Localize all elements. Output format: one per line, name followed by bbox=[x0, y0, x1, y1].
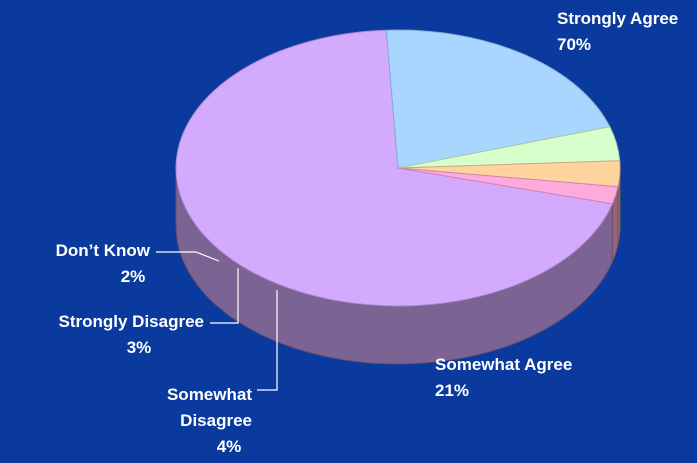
leader-lines bbox=[156, 251, 278, 391]
value-label-somewhat-agree: 21% bbox=[435, 381, 469, 400]
leader-line-strongly-disagree bbox=[210, 268, 239, 324]
pie-tops bbox=[175, 29, 621, 307]
value-label-strongly-disagree: 3% bbox=[127, 338, 152, 357]
pie-slice-somewhat-agree bbox=[385, 29, 611, 169]
slice-label-somewhat-agree: Somewhat Agree bbox=[435, 355, 572, 374]
value-label-strongly-agree: 70% bbox=[557, 35, 591, 54]
leader-line-don-t-know bbox=[156, 251, 220, 262]
value-label-don-t-know: 2% bbox=[121, 267, 146, 286]
slice-label-strongly-disagree: Strongly Disagree bbox=[59, 312, 205, 331]
pie-slice-strongly-agree bbox=[175, 29, 614, 307]
slice-label-somewhat-disagree: Disagree bbox=[180, 411, 252, 430]
leader-line-somewhat-disagree bbox=[257, 290, 278, 391]
slice-label-somewhat-disagree: Somewhat bbox=[167, 385, 252, 404]
slice-label-strongly-agree: Strongly Agree bbox=[557, 9, 678, 28]
slice-labels: Strongly Agree 70% Somewhat Agree 21% Somewh… bbox=[56, 9, 679, 456]
slice-label-don-t-know: Don’t Know bbox=[56, 241, 151, 260]
pie-slice-don-t-know bbox=[397, 167, 619, 205]
value-label-somewhat-disagree: 4% bbox=[217, 437, 242, 456]
